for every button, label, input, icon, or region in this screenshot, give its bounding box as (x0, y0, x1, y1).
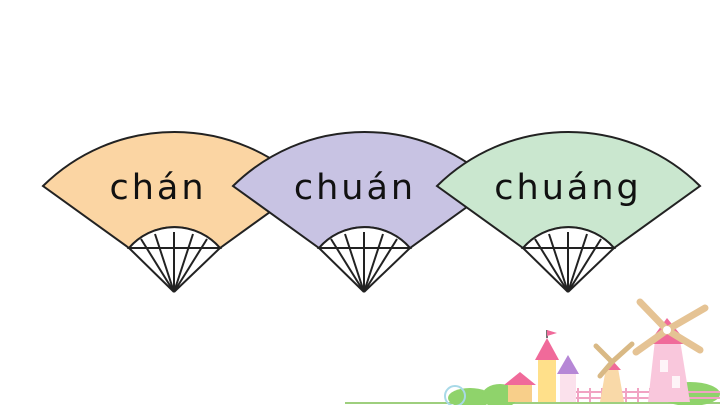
fan-2-rib-lines (318, 232, 411, 293)
fan-3-rib-lines (522, 232, 615, 293)
fan-1[interactable]: chán (41, 130, 308, 293)
ferris-wheel-icon (444, 385, 466, 405)
fan-3-syllable: chuáng (494, 168, 641, 208)
windmill-icon (632, 298, 709, 402)
fan-2[interactable]: chuán (231, 130, 498, 293)
fan-1-syllable: chán (109, 168, 206, 208)
flag-icon (535, 330, 559, 402)
windmill-icon (593, 341, 635, 402)
fan-3[interactable]: chuáng (435, 130, 702, 293)
fan-1-rib-lines (128, 232, 221, 293)
scenery (345, 298, 720, 405)
house-icon (504, 372, 536, 402)
fan-2-syllable: chuán (294, 168, 416, 208)
tower-icon (557, 355, 579, 402)
